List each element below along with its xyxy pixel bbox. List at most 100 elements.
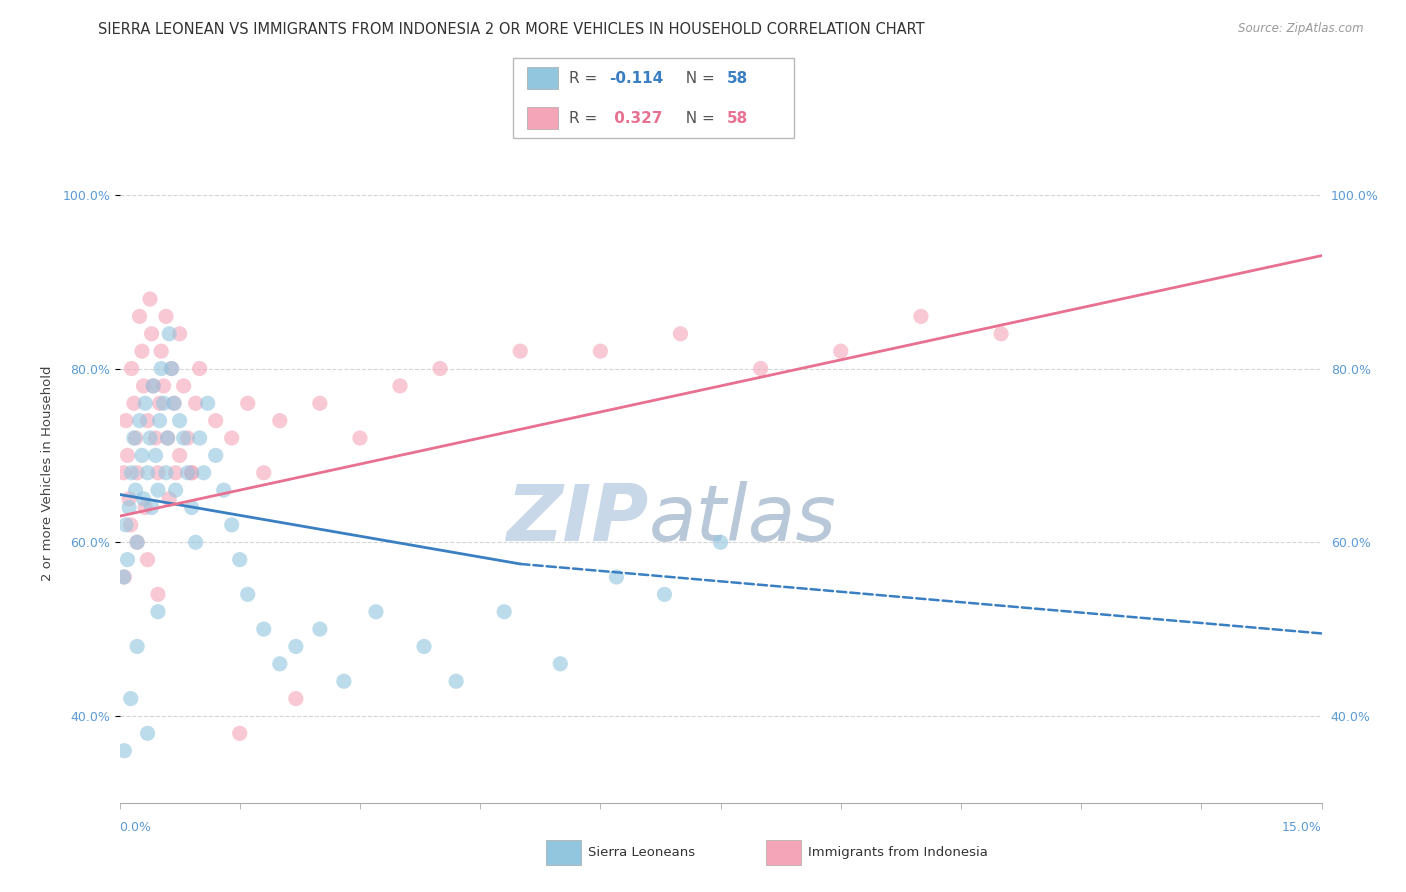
Text: N =: N = bbox=[676, 70, 720, 86]
Point bbox=[180, 466, 202, 480]
Point bbox=[124, 431, 146, 445]
Point bbox=[165, 483, 187, 497]
Point bbox=[127, 640, 149, 654]
Point bbox=[228, 552, 252, 566]
Point bbox=[284, 691, 307, 706]
Text: ZIP: ZIP bbox=[506, 481, 648, 557]
Point bbox=[269, 414, 291, 428]
Point bbox=[121, 466, 143, 480]
Point bbox=[429, 361, 451, 376]
Point bbox=[150, 344, 173, 359]
Point bbox=[117, 449, 139, 463]
Text: 58: 58 bbox=[727, 111, 748, 126]
Point bbox=[184, 396, 207, 410]
Point bbox=[309, 622, 332, 636]
Point bbox=[309, 396, 332, 410]
Point bbox=[146, 466, 169, 480]
Point bbox=[349, 431, 371, 445]
Text: Source: ZipAtlas.com: Source: ZipAtlas.com bbox=[1239, 22, 1364, 36]
Point bbox=[112, 570, 135, 584]
Point bbox=[134, 396, 156, 410]
Point bbox=[163, 396, 186, 410]
Point bbox=[132, 491, 155, 506]
Point bbox=[548, 657, 571, 671]
Text: Sierra Leoneans: Sierra Leoneans bbox=[588, 847, 695, 859]
Point bbox=[139, 292, 162, 306]
Point bbox=[749, 361, 772, 376]
Point bbox=[165, 466, 187, 480]
Text: N =: N = bbox=[676, 111, 720, 126]
Point bbox=[163, 396, 186, 410]
Point bbox=[180, 500, 202, 515]
Point bbox=[157, 491, 180, 506]
Point bbox=[830, 344, 852, 359]
Point bbox=[494, 605, 516, 619]
Point bbox=[136, 414, 159, 428]
Point bbox=[127, 535, 149, 549]
Point bbox=[709, 535, 731, 549]
Text: Immigrants from Indonesia: Immigrants from Indonesia bbox=[808, 847, 988, 859]
Point bbox=[112, 744, 135, 758]
Text: 0.0%: 0.0% bbox=[120, 822, 152, 834]
Point bbox=[269, 657, 291, 671]
Point bbox=[149, 396, 172, 410]
Point bbox=[173, 431, 195, 445]
Point bbox=[152, 379, 174, 393]
Point bbox=[654, 587, 676, 601]
Point bbox=[284, 640, 307, 654]
Point bbox=[146, 605, 169, 619]
Point bbox=[228, 726, 252, 740]
Text: SIERRA LEONEAN VS IMMIGRANTS FROM INDONESIA 2 OR MORE VEHICLES IN HOUSEHOLD CORR: SIERRA LEONEAN VS IMMIGRANTS FROM INDONE… bbox=[98, 22, 925, 37]
Point bbox=[152, 396, 174, 410]
Point bbox=[145, 449, 167, 463]
Point bbox=[253, 466, 276, 480]
Point bbox=[149, 414, 172, 428]
Point bbox=[124, 483, 146, 497]
Point bbox=[122, 431, 145, 445]
Point bbox=[118, 500, 141, 515]
Point bbox=[150, 361, 173, 376]
Point bbox=[221, 431, 243, 445]
Point bbox=[180, 466, 202, 480]
Point bbox=[193, 466, 215, 480]
Y-axis label: 2 or more Vehicles in Household: 2 or more Vehicles in Household bbox=[41, 365, 55, 581]
Point bbox=[134, 500, 156, 515]
Point bbox=[176, 431, 198, 445]
Point bbox=[139, 431, 162, 445]
Point bbox=[146, 587, 169, 601]
Point bbox=[136, 466, 159, 480]
Point bbox=[128, 414, 150, 428]
Point bbox=[155, 466, 177, 480]
Point bbox=[910, 310, 932, 324]
Point bbox=[605, 570, 627, 584]
Text: -0.114: -0.114 bbox=[609, 70, 664, 86]
Point bbox=[146, 483, 169, 497]
Text: 58: 58 bbox=[727, 70, 748, 86]
Point bbox=[173, 379, 195, 393]
Point bbox=[236, 587, 259, 601]
Point bbox=[155, 310, 177, 324]
Point bbox=[204, 449, 226, 463]
Point bbox=[169, 449, 191, 463]
Text: R =: R = bbox=[569, 70, 603, 86]
Point bbox=[131, 449, 153, 463]
Point bbox=[156, 431, 179, 445]
Point bbox=[253, 622, 276, 636]
Point bbox=[212, 483, 235, 497]
Point bbox=[131, 344, 153, 359]
Point bbox=[156, 431, 179, 445]
Point bbox=[176, 466, 198, 480]
Point bbox=[333, 674, 356, 689]
Point bbox=[141, 500, 163, 515]
Point bbox=[221, 517, 243, 532]
Point bbox=[128, 310, 150, 324]
Point bbox=[127, 466, 149, 480]
Text: 0.327: 0.327 bbox=[609, 111, 662, 126]
Point bbox=[142, 379, 165, 393]
Point bbox=[136, 726, 159, 740]
Point bbox=[142, 379, 165, 393]
Point bbox=[141, 326, 163, 341]
Point bbox=[160, 361, 183, 376]
Point bbox=[444, 674, 467, 689]
Point bbox=[188, 361, 211, 376]
